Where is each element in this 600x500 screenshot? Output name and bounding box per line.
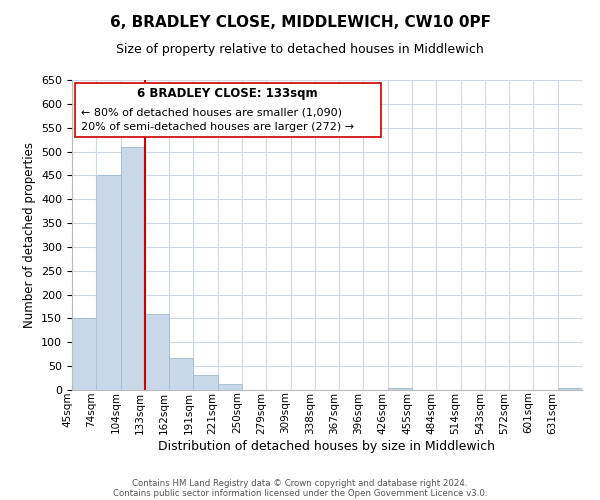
Bar bbox=[121, 147, 145, 390]
Text: Contains public sector information licensed under the Open Government Licence v3: Contains public sector information licen… bbox=[113, 488, 487, 498]
Y-axis label: Number of detached properties: Number of detached properties bbox=[23, 142, 35, 328]
X-axis label: Distribution of detached houses by size in Middlewich: Distribution of detached houses by size … bbox=[158, 440, 496, 454]
Text: Size of property relative to detached houses in Middlewich: Size of property relative to detached ho… bbox=[116, 42, 484, 56]
Bar bbox=[558, 388, 582, 390]
Text: 20% of semi-detached houses are larger (272) →: 20% of semi-detached houses are larger (… bbox=[80, 122, 353, 132]
Text: 6 BRADLEY CLOSE: 133sqm: 6 BRADLEY CLOSE: 133sqm bbox=[137, 87, 318, 100]
Text: Contains HM Land Registry data © Crown copyright and database right 2024.: Contains HM Land Registry data © Crown c… bbox=[132, 478, 468, 488]
Bar bbox=[193, 374, 218, 390]
Bar bbox=[218, 384, 242, 390]
Bar bbox=[72, 318, 96, 390]
Text: 6, BRADLEY CLOSE, MIDDLEWICH, CW10 0PF: 6, BRADLEY CLOSE, MIDDLEWICH, CW10 0PF bbox=[110, 15, 491, 30]
Bar bbox=[169, 358, 193, 390]
Bar bbox=[388, 388, 412, 390]
Bar bbox=[145, 314, 169, 390]
Text: ← 80% of detached houses are smaller (1,090): ← 80% of detached houses are smaller (1,… bbox=[80, 107, 341, 117]
Bar bbox=[96, 176, 121, 390]
